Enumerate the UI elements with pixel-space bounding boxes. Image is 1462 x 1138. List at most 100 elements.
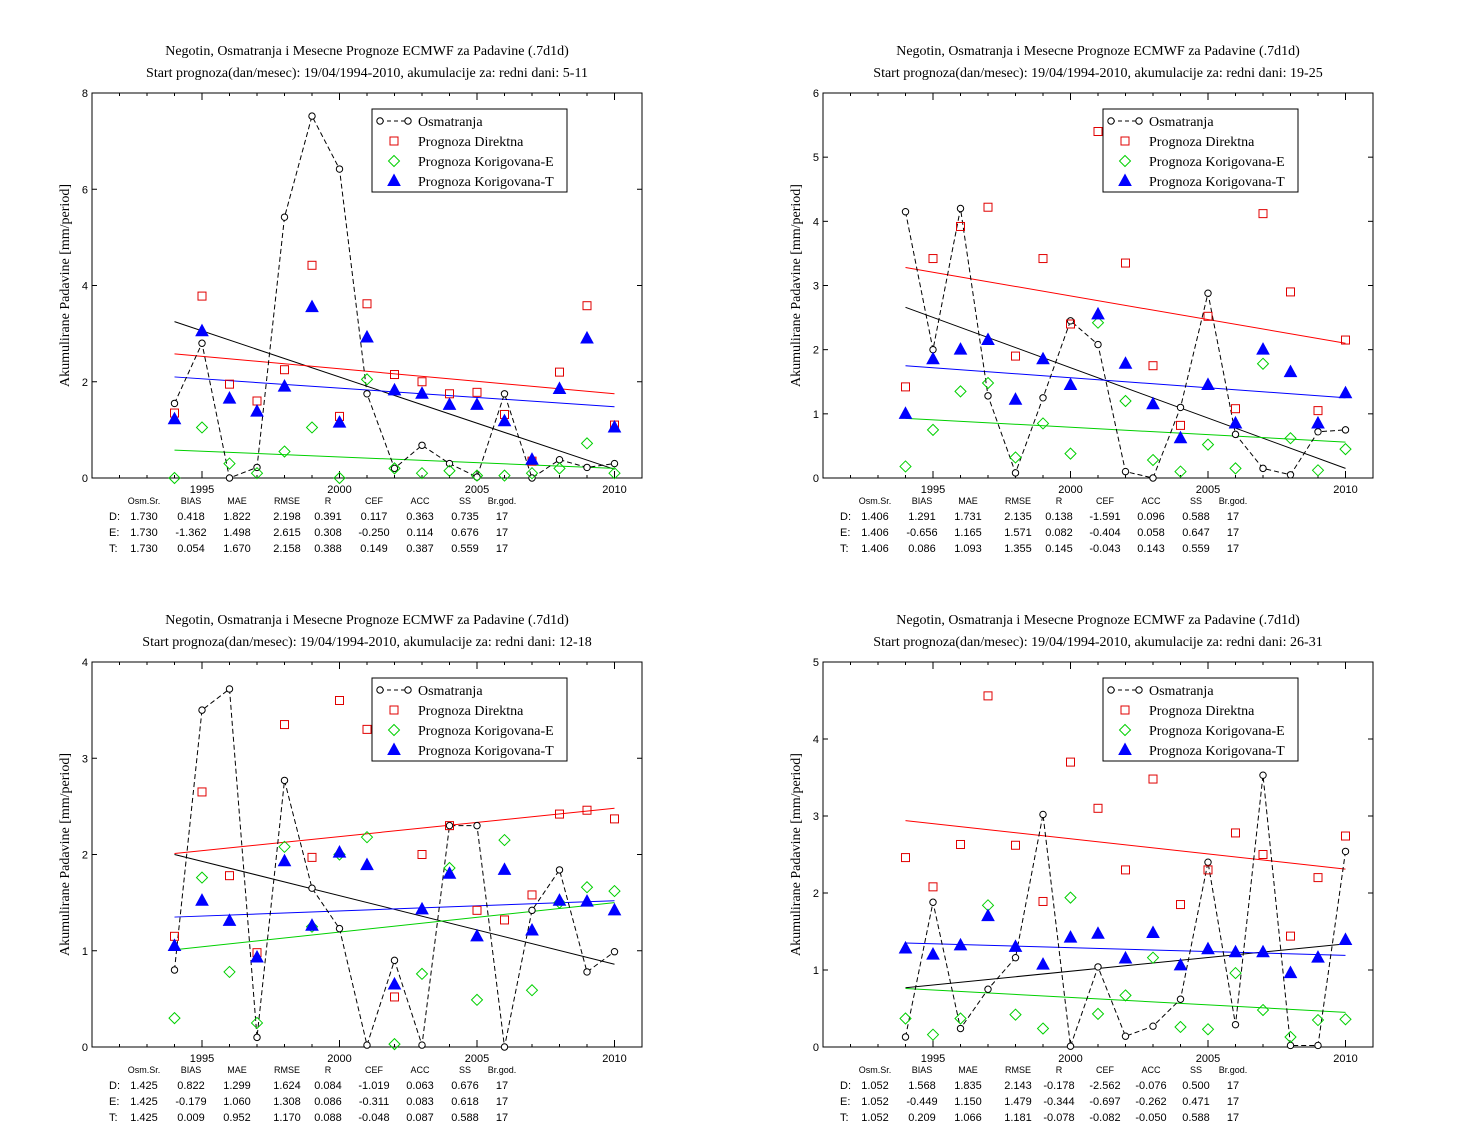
stats-header: Osm.Sr. xyxy=(859,1065,892,1075)
legend-label: Osmatranja xyxy=(1149,684,1214,699)
legend-marker xyxy=(1107,686,1115,694)
data-point xyxy=(1091,306,1105,320)
data-point xyxy=(582,301,592,311)
data-point xyxy=(954,385,967,398)
data-point xyxy=(363,1041,371,1049)
data-point xyxy=(472,905,482,915)
stats-value: -0.311 xyxy=(359,1096,389,1108)
data-point xyxy=(1256,1003,1270,1017)
data-point xyxy=(1341,847,1350,856)
data-point xyxy=(583,968,591,976)
y-tick-label: 4 xyxy=(813,734,819,746)
legend-marker xyxy=(1118,154,1132,168)
data-point xyxy=(1338,932,1353,945)
data-point xyxy=(470,397,484,410)
data-point xyxy=(1064,891,1077,904)
stats-row-label: D: xyxy=(840,1080,851,1092)
data-point xyxy=(388,462,401,475)
data-point xyxy=(277,853,292,867)
stats-value: 0.054 xyxy=(177,543,205,555)
data-point xyxy=(497,862,512,875)
series-square xyxy=(901,691,1350,941)
data-point xyxy=(363,390,371,398)
data-point xyxy=(1283,965,1298,979)
data-point xyxy=(335,924,344,933)
stats-value: 1.406 xyxy=(861,511,889,523)
stats-header: ACC xyxy=(1141,496,1161,506)
chart-panel-4: Negotin, Osmatranja i Mesecne Prognoze E… xyxy=(789,613,1374,1124)
stats-value: -0.449 xyxy=(906,1096,937,1108)
data-point xyxy=(388,1037,401,1051)
stats-header: MAE xyxy=(958,496,978,506)
stats-value: 1.425 xyxy=(130,1096,158,1108)
data-point xyxy=(390,956,399,965)
series-diamond xyxy=(899,891,1352,1044)
data-point xyxy=(610,948,619,956)
data-point xyxy=(583,463,591,472)
data-point xyxy=(470,469,484,482)
series-diamond xyxy=(168,373,621,485)
data-point xyxy=(1286,287,1295,297)
data-point xyxy=(1094,340,1102,349)
data-point xyxy=(981,908,995,922)
data-point xyxy=(1091,1007,1105,1021)
legend-marker xyxy=(1135,117,1143,125)
data-point xyxy=(1231,404,1240,414)
data-point xyxy=(198,339,206,347)
data-point xyxy=(500,390,509,398)
stats-value: 0.588 xyxy=(1182,1112,1210,1124)
stats-value: 1.406 xyxy=(861,543,889,555)
legend-label: Prognoza Korigovana-E xyxy=(1149,724,1285,739)
data-point xyxy=(1313,873,1323,883)
y-tick-label: 1 xyxy=(813,409,819,421)
stats-header: Osm.Sr. xyxy=(128,496,161,506)
stats-value: 17 xyxy=(496,511,508,523)
data-point xyxy=(362,299,372,309)
data-point xyxy=(198,706,206,714)
stats-value: 1.568 xyxy=(908,1080,936,1092)
stats-value: -0.656 xyxy=(906,527,937,539)
stats-header: CEF xyxy=(365,1065,384,1075)
data-point xyxy=(525,922,539,936)
stats-header: RMSE xyxy=(274,1065,300,1075)
data-point xyxy=(305,299,319,313)
data-point xyxy=(1258,850,1268,859)
data-point xyxy=(956,204,965,213)
stats-row-label: E: xyxy=(109,1096,119,1108)
data-point xyxy=(197,787,207,797)
data-point xyxy=(1231,828,1240,838)
data-point xyxy=(1314,1041,1322,1050)
data-point xyxy=(981,376,995,390)
stats-value: 17 xyxy=(1227,1112,1239,1124)
data-point xyxy=(360,830,374,844)
data-point xyxy=(1121,258,1130,268)
data-point xyxy=(1231,1020,1240,1029)
stats-value: -0.179 xyxy=(175,1096,206,1108)
stats-header: CEF xyxy=(1096,496,1115,506)
data-point xyxy=(498,469,511,482)
data-point xyxy=(170,966,179,974)
stats-value: 1.406 xyxy=(861,527,889,539)
data-point xyxy=(167,411,182,425)
stats-header: SS xyxy=(459,1065,471,1075)
x-tick-label: 2000 xyxy=(1058,1053,1082,1065)
data-point xyxy=(525,452,539,465)
x-tick-label: 2005 xyxy=(1196,1053,1220,1065)
stats-header: MAE xyxy=(227,496,247,506)
data-point xyxy=(1121,865,1130,875)
stats-value: 17 xyxy=(1227,527,1239,539)
data-point xyxy=(170,399,179,408)
data-point xyxy=(901,208,910,216)
y-axis-label: Akumulirane Padavine [mm/period] xyxy=(58,184,73,387)
stats-value: 1.624 xyxy=(273,1080,301,1092)
stats-value: 0.822 xyxy=(177,1080,205,1092)
stats-value: 1.425 xyxy=(130,1080,158,1092)
data-point xyxy=(1036,1022,1050,1035)
stats-value: -0.082 xyxy=(1089,1112,1120,1124)
y-tick-label: 4 xyxy=(82,657,88,669)
series-triangle xyxy=(898,306,1353,444)
data-point xyxy=(280,776,289,785)
data-point xyxy=(1174,465,1187,478)
data-point xyxy=(415,386,429,399)
